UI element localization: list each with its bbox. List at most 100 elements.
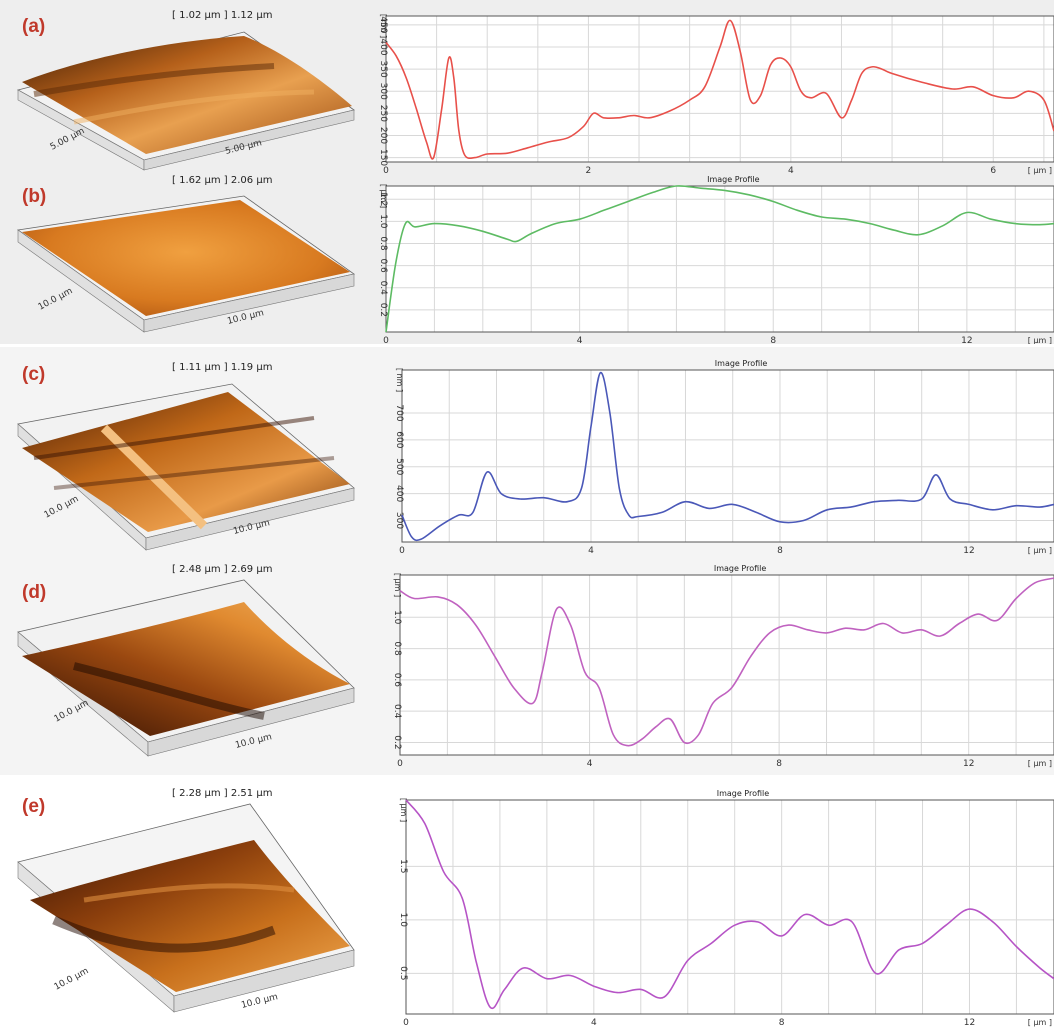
y-unit-label: [ µm ] bbox=[393, 573, 402, 597]
profile-title: Image Profile bbox=[715, 359, 768, 368]
y-tick-label: 0.4 bbox=[378, 281, 388, 296]
x-tick-label: 8 bbox=[770, 336, 776, 344]
y-tick-label: 0.6 bbox=[378, 258, 388, 273]
afm-dim-left-a: 5.00 µm bbox=[49, 126, 87, 152]
y-tick-label: 1.0 bbox=[392, 610, 402, 625]
y-tick-label: 300 bbox=[394, 512, 404, 529]
profile-chart-e: 0 4 8 12 [ µm ] 0.5 1.0 1.5 [ µm ] Image Profile bbox=[398, 789, 1054, 1028]
y-tick-label: 250 bbox=[378, 105, 388, 122]
x-tick-label: 12 bbox=[963, 759, 974, 769]
x-tick-label: 4 bbox=[591, 1018, 597, 1028]
y-tick-label: 1.2 bbox=[378, 192, 388, 206]
y-tick-label: 500 bbox=[394, 458, 404, 475]
x-tick-label: 4 bbox=[587, 759, 593, 769]
x-tick-label: 8 bbox=[776, 759, 782, 769]
plot-area bbox=[402, 370, 1054, 542]
x-tick-label: 12 bbox=[964, 1018, 975, 1028]
profile-line bbox=[385, 185, 1054, 333]
x-unit-label: [ µm ] bbox=[1028, 336, 1052, 344]
x-tick-label: 0 bbox=[383, 336, 389, 344]
profile-line bbox=[401, 371, 1054, 542]
x-tick-label: 4 bbox=[588, 546, 594, 556]
x-unit-label: [ µm ] bbox=[1028, 759, 1052, 768]
afm-surface-d: 10.0 µm 10.0 µm bbox=[17, 579, 355, 757]
profile-chart-d: 0 4 8 12 [ µm ] 0.2 0.4 0.6 0.8 1.0 [ µm ] Image Pr… bbox=[392, 564, 1054, 769]
profile-title: Image Profile bbox=[714, 564, 767, 573]
y-tick-label: 1.5 bbox=[398, 859, 408, 873]
plot-area bbox=[386, 186, 1054, 332]
x-tick-label: 0 bbox=[383, 166, 389, 176]
x-tick-label: 12 bbox=[963, 546, 974, 556]
afm-surface-b: 10.0 µm 10.0 µm bbox=[16, 195, 355, 333]
y-unit-label: [ µm ] bbox=[379, 184, 388, 208]
profile-chart-c: 0 4 8 12 [ µm ] 300 400 500 600 700 [ nm ] Image Pr… bbox=[394, 359, 1054, 556]
profile-line bbox=[385, 19, 1054, 160]
afm-surface-a: 5.00 µm 5.00 µm bbox=[16, 31, 355, 171]
profile-line bbox=[399, 577, 1054, 747]
x-tick-label: 6 bbox=[990, 166, 996, 176]
afm-surface-e: 10.0 µm 10.0 µm bbox=[17, 803, 355, 1013]
x-unit-label: [ µm ] bbox=[1028, 546, 1052, 555]
y-tick-label: 1.0 bbox=[398, 913, 408, 928]
x-tick-label: 4 bbox=[577, 336, 583, 344]
afm-surface-c: 10.0 µm 10.0 µm bbox=[17, 383, 355, 551]
y-unit-label: [ nm ] bbox=[395, 368, 404, 392]
afm-dim-left-e: 10.0 µm bbox=[53, 966, 91, 992]
size-label-e: [ 2.28 µm ] 2.51 µm bbox=[172, 788, 273, 799]
profile-title: Image Profile bbox=[707, 175, 760, 184]
y-tick-label: 0.4 bbox=[392, 704, 402, 719]
afm-dim-left-c: 10.0 µm bbox=[43, 494, 81, 520]
profile-title: Image Profile bbox=[717, 789, 770, 798]
panel-letter-d: (d) bbox=[22, 582, 47, 603]
plot-area bbox=[406, 800, 1054, 1014]
y-tick-label: 400 bbox=[394, 485, 404, 502]
y-tick-label: 0.8 bbox=[392, 641, 402, 656]
profile-chart-b: 0 4 8 12[ µm ]0.20.40.60.81.01.2[ µm ]Image… bbox=[378, 175, 1054, 344]
y-unit-label: [ nm ] bbox=[379, 14, 388, 38]
size-label-d: [ 2.48 µm ] 2.69 µm bbox=[172, 564, 273, 575]
x-unit-label: [ µm ] bbox=[1028, 166, 1052, 175]
y-tick-label: 0.5 bbox=[398, 966, 408, 980]
y-tick-label: 300 bbox=[378, 83, 388, 100]
y-tick-label: 0.6 bbox=[392, 673, 402, 688]
y-tick-label: 450 bbox=[378, 16, 388, 33]
x-tick-label: 0 bbox=[403, 1018, 409, 1028]
y-tick-label: 0.2 bbox=[392, 735, 402, 749]
y-tick-label: 400 bbox=[378, 38, 388, 55]
panel-letter-a: (a) bbox=[22, 16, 46, 37]
size-label-a: [ 1.02 µm ] 1.12 µm bbox=[172, 10, 273, 21]
y-tick-label: 0.2 bbox=[378, 303, 388, 317]
afm-dim-right-e: 10.0 µm bbox=[240, 992, 279, 1011]
panel-letter-b: (b) bbox=[22, 186, 47, 207]
x-tick-label: 8 bbox=[777, 546, 783, 556]
y-unit-label: [ µm ] bbox=[399, 798, 408, 822]
profile-line bbox=[405, 799, 1054, 1010]
x-tick-label: 0 bbox=[397, 759, 403, 769]
panel-letter-c: (c) bbox=[22, 364, 46, 385]
afm-dim-left-d: 10.0 µm bbox=[53, 698, 91, 724]
y-tick-label: 600 bbox=[394, 431, 404, 448]
y-tick-label: 700 bbox=[394, 404, 404, 421]
x-unit-label: [ µm ] bbox=[1028, 1018, 1052, 1027]
plot-frame bbox=[401, 369, 1054, 543]
plot-frame bbox=[385, 185, 1054, 333]
afm-dim-left-b: 10.0 µm bbox=[37, 286, 75, 312]
x-tick-label: 8 bbox=[779, 1018, 785, 1028]
panel-letter-e: (e) bbox=[22, 796, 46, 817]
size-label-c: [ 1.11 µm ] 1.19 µm bbox=[172, 362, 273, 373]
plot-frame bbox=[399, 574, 1054, 756]
x-tick-label: 12 bbox=[961, 336, 972, 344]
y-tick-label: 200 bbox=[378, 127, 388, 144]
y-tick-label: 0.8 bbox=[378, 236, 388, 251]
x-tick-label: 4 bbox=[788, 166, 794, 176]
size-label-b: [ 1.62 µm ] 2.06 µm bbox=[172, 175, 273, 186]
afm-dim-right-d: 10.0 µm bbox=[234, 732, 273, 751]
x-tick-label: 2 bbox=[586, 166, 592, 176]
y-tick-label: 1.0 bbox=[378, 214, 388, 229]
plot-area bbox=[400, 575, 1054, 755]
profile-chart-a: 0 2 4 6 [ µm ] 150 200 250 300 350 400 450[ nm ] bbox=[378, 14, 1054, 176]
x-tick-label: 0 bbox=[399, 546, 405, 556]
y-tick-label: 150 bbox=[378, 149, 388, 166]
plot-frame bbox=[385, 15, 1054, 163]
plot-frame bbox=[405, 799, 1054, 1015]
